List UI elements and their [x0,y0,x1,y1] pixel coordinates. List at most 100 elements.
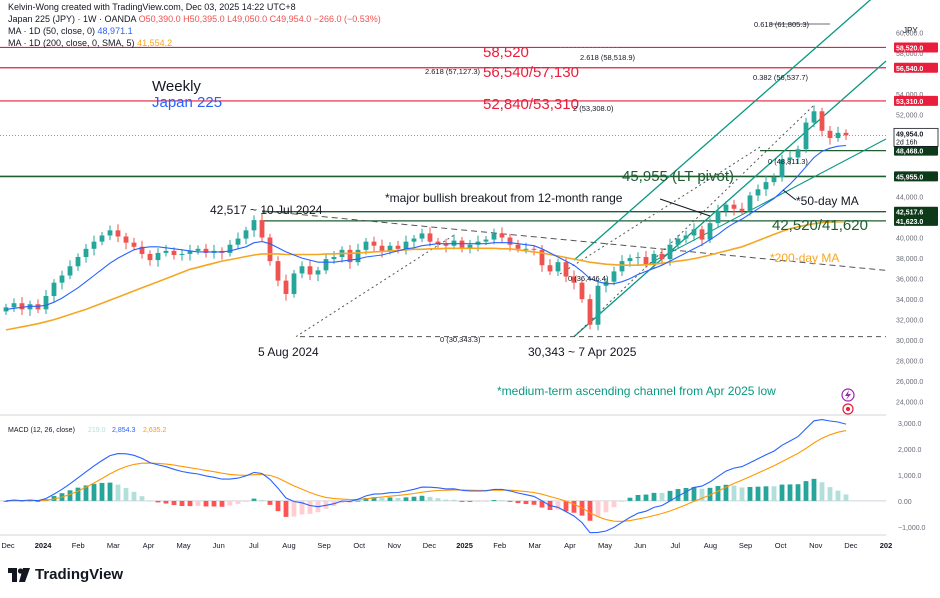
candle-body [91,241,97,249]
candle-body [331,257,337,260]
label-channel-note: *medium-term ascending channel from Apr … [497,384,776,398]
time-axis-label: Feb [72,541,85,550]
time-axis-label: Aug [282,541,295,550]
fib-label-0-mid: 0 (36,446.4) [568,274,609,283]
time-axis-label: Mar [107,541,120,550]
candle-body [579,282,585,300]
macd-histogram-bar [835,490,841,501]
candle-body [763,182,769,190]
macd-histogram-bar [363,497,369,501]
candle-body [139,246,145,254]
candle-body [379,245,385,251]
symbol-text[interactable]: Japan 225 (JPY) · 1W · OANDA [8,14,137,24]
candle-body [595,285,601,325]
candle-body [315,270,321,275]
channel-lower-line [573,60,887,338]
macd-histogram-bar [139,496,145,501]
price-tick-label: 26,000.0 [896,379,923,386]
time-axis-label: Mar [528,541,541,550]
candle-body [651,253,657,265]
candle-body [115,230,121,237]
candle-body [75,257,81,267]
price-tick-label: 30,000.0 [896,338,923,345]
price-tick-label: 34,000.0 [896,297,923,304]
candle-body [731,204,737,209]
candle-body [163,250,169,253]
macd-histogram-bar [683,488,689,501]
macd-histogram-bar [355,500,361,502]
price-tick-label: 28,000.0 [896,359,923,366]
candle-body [483,239,489,242]
symbol-line: Japan 225 (JPY) · 1W · OANDA O50,390.0 H… [8,14,381,24]
candle-body [395,245,401,249]
macd-histogram-bar [827,487,833,501]
axis-level-label: 41,623.0 [896,219,923,226]
macd-histogram-bar [507,500,513,502]
candle-body [131,242,137,247]
macd-histogram-bar [155,500,161,503]
macd-histogram-bar [131,491,137,501]
candle-body [771,176,777,183]
candle-body [171,250,177,255]
ma200-legend[interactable]: MA · 1D (200, close, 0, SMA, 5) 41,554.2 [8,38,172,48]
axis-level-label: 56,540.0 [896,66,923,73]
candle-body [259,220,265,238]
macd-histogram-bar [91,483,97,501]
candle-body [707,223,713,240]
ma50-legend[interactable]: MA · 1D (50, close, 0) 48,971.1 [8,26,133,36]
candle-body [291,273,297,294]
candle-body [555,262,561,272]
price-tick-label: 38,000.0 [896,256,923,263]
macd-histogram-bar [483,500,489,502]
ma50-value: 48,971.1 [97,26,133,36]
macd-histogram-bar [211,500,217,507]
ma200-line [5,220,847,331]
macd-histogram-bar [235,500,241,504]
macd-histogram-bar [451,499,457,501]
price-tick-label: 24,000.0 [896,400,923,407]
candle-body [627,258,633,262]
time-axis-label: Sep [317,541,330,550]
tradingview-logo[interactable]: TradingView [8,566,123,583]
macd-histogram-bar [627,497,633,501]
fib-label-0618: 0.618 (61,805.3) [754,20,810,29]
candle-body [275,261,281,281]
range-trendline [261,210,887,271]
candle-body [491,233,497,240]
time-axis-label: Jul [670,541,680,550]
macd-histogram-bar [819,482,825,501]
macd-histogram-bar [563,500,569,512]
candle-body [827,130,833,138]
breakout-arrow [659,198,711,217]
candle-body [819,111,825,131]
candle-body [739,208,745,211]
macd-histogram-bar [291,500,297,517]
macd-histogram-bar [555,500,561,510]
macd-histogram-bar [739,487,745,501]
creator-text: Kelvin-Wong created with TradingView.com… [8,2,296,12]
time-axis-label: May [598,541,612,550]
price-tick-label: 36,000.0 [896,277,923,284]
macd-histogram-bar [251,498,257,501]
label-ma200-note: *200-day MA [770,251,839,265]
candle-body [667,244,673,260]
macd-histogram-bar [299,500,305,515]
candle-body [155,252,161,261]
candle-body [803,122,809,150]
axis-level-label: 45,955.0 [896,174,923,181]
label-weekly: Weekly [152,78,201,95]
macd-histogram-bar [147,500,153,502]
candle-body [307,266,313,275]
fib-label-0382: 0.382 (56,537.7) [753,73,809,82]
candle-body [539,249,545,266]
label-instrument: Japan 225 [152,94,222,111]
candle-body [403,241,409,249]
macd-histogram-bar [499,500,505,502]
macd-label: MACD (12, 26, close) [8,427,75,434]
candle-body [195,248,201,251]
macd-histogram-bar [619,500,625,502]
macd-histogram-bar [83,485,89,501]
macd-histogram-bar [675,489,681,501]
price-tick-label: 60,000.0 [896,30,923,37]
